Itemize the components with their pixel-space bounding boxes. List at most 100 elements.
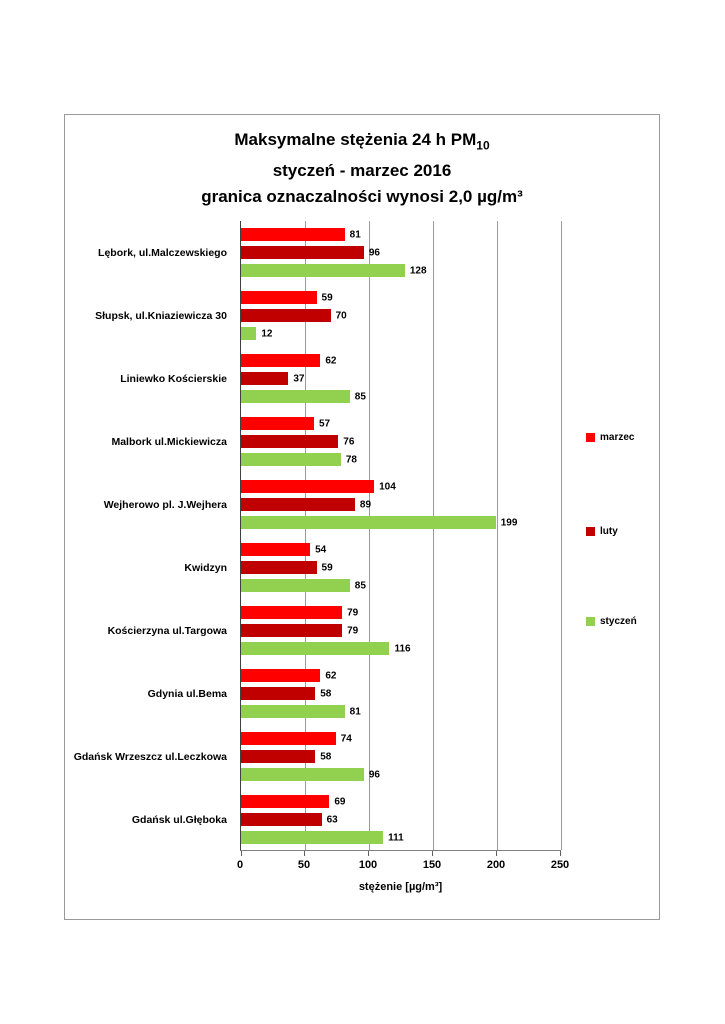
bar-value-label: 116 <box>394 643 411 654</box>
category-label: Gdynia ul.Bema <box>147 687 227 700</box>
bar-luty <box>241 750 316 763</box>
x-axis-ticks: 0 50 100 150 200 250 <box>236 859 569 873</box>
bar-value-label: 76 <box>343 436 355 447</box>
x-axis-tick-label: 50 <box>297 859 311 871</box>
x-axis-tick-mark <box>368 851 369 856</box>
bar-value-label: 96 <box>368 769 380 780</box>
bar-marzec <box>241 732 336 745</box>
legend-entry-luty: luty <box>586 526 618 537</box>
bar-marzec <box>241 543 311 556</box>
legend-entry-styczeń: styczeń <box>586 616 637 627</box>
bar-marzec <box>241 795 330 808</box>
bar-value-label: 81 <box>349 229 361 240</box>
bar-luty <box>241 372 289 385</box>
bar-value-label: 78 <box>345 454 357 465</box>
legend-entry-marzec: marzec <box>586 432 634 443</box>
category-label: Słupsk, ul.Kniaziewicza 30 <box>95 309 227 322</box>
gridline <box>433 221 434 850</box>
bar-value-label: 74 <box>340 733 352 744</box>
bar-value-label: 59 <box>321 562 333 573</box>
bar-luty <box>241 435 339 448</box>
bar-styczeń <box>241 516 496 529</box>
bar-value-label: 85 <box>354 580 366 591</box>
bar-luty <box>241 309 331 322</box>
category-label: Wejherowo pl. J.Wejhera <box>103 498 227 511</box>
bar-styczeń <box>241 768 364 781</box>
bar-luty <box>241 561 317 574</box>
x-axis-tick-mark <box>241 851 242 856</box>
x-axis-tick-mark <box>496 851 497 856</box>
bar-marzec <box>241 606 343 619</box>
x-axis-tick-mark <box>560 851 561 856</box>
bar-styczeń <box>241 705 345 718</box>
bar-luty <box>241 813 322 826</box>
bar-value-label: 63 <box>326 814 338 825</box>
gridline <box>305 221 306 850</box>
bar-value-label: 57 <box>318 418 331 429</box>
bar-value-label: 70 <box>335 310 347 321</box>
bar-value-label: 58 <box>320 751 332 762</box>
chart-frame: Maksymalne stężenia 24 h PM10 styczeń - … <box>64 114 660 920</box>
category-label: Lębork, ul.Malczewskiego <box>98 246 227 259</box>
legend-swatch-styczeń <box>586 617 595 626</box>
x-axis-tick-mark <box>304 851 305 856</box>
bar-value-label: 37 <box>293 373 305 384</box>
bar-value-label: 69 <box>334 796 346 807</box>
bar-value-label: 12 <box>261 328 273 339</box>
bar-value-label: 54 <box>315 544 327 555</box>
x-axis-title: stężenie [µg/m³] <box>358 881 443 893</box>
bar-styczeń <box>241 642 390 655</box>
plot-area: 81 96 128 59 70 12 62 37 85 57 76 78 104 89 199 54 59 85 7… <box>240 221 562 856</box>
category-label: Liniewko Kościerskie <box>120 372 227 385</box>
bar-luty <box>241 624 343 637</box>
bar-styczeń <box>241 390 350 403</box>
category-labels: Lębork, ul.Malczewskiego Słupsk, ul.Kniaz… <box>65 221 235 851</box>
bar-luty <box>241 246 364 259</box>
bar-value-label: 59 <box>321 292 333 303</box>
x-axis-tick-label: 250 <box>550 859 570 871</box>
bar-value-label: 89 <box>359 499 372 510</box>
chart-title-line1: Maksymalne stężenia 24 h PM10 <box>65 127 659 158</box>
bar-marzec <box>241 417 314 430</box>
bar-marzec <box>241 480 375 493</box>
bar-styczeń <box>241 831 384 844</box>
legend-swatch-luty <box>586 527 595 536</box>
bar-styczeń <box>241 264 405 277</box>
bar-marzec <box>241 669 321 682</box>
bar-luty <box>241 687 316 700</box>
bar-value-label: 128 <box>409 265 427 276</box>
bar-styczeń <box>241 453 341 466</box>
legend-label: marzec <box>600 432 635 443</box>
bar-styczeń <box>241 579 350 592</box>
bar-value-label: 62 <box>325 670 337 681</box>
bar-value-label: 96 <box>368 247 380 258</box>
category-label: Malbork ul.Mickiewicza <box>111 435 227 448</box>
legend-label: styczeń <box>600 616 637 627</box>
gridline <box>369 221 370 850</box>
x-axis-tick-mark <box>432 851 433 856</box>
gridline <box>561 221 562 850</box>
gridline <box>497 221 498 850</box>
bar-value-label: 62 <box>325 355 337 366</box>
legend-swatch-marzec <box>586 433 595 442</box>
chart-title: Maksymalne stężenia 24 h PM10 styczeń - … <box>65 127 659 210</box>
legend-label: luty <box>600 526 618 537</box>
bar-marzec <box>241 291 317 304</box>
category-label: Gdańsk ul.Głęboka <box>131 813 227 826</box>
chart-title-line1-subscript: 10 <box>476 138 490 153</box>
category-label: Kwidzyn <box>184 561 227 574</box>
bar-value-label: 104 <box>379 481 396 492</box>
bar-luty <box>241 498 355 511</box>
x-axis-tick-label: 0 <box>236 859 244 871</box>
category-label: Gdańsk Wrzeszcz ul.Leczkowa <box>73 750 227 763</box>
bar-styczeń <box>241 327 257 340</box>
bar-value-label: 58 <box>320 688 332 699</box>
bar-marzec <box>241 228 345 241</box>
bar-value-label: 81 <box>349 706 361 717</box>
chart-title-line1-text: Maksymalne stężenia 24 h PM <box>234 130 477 149</box>
bar-value-label: 85 <box>354 391 366 402</box>
x-axis-tick-label: 100 <box>358 859 378 871</box>
bar-value-label: 199 <box>500 517 518 528</box>
chart-title-line2: styczeń - marzec 2016 <box>272 161 452 181</box>
bar-marzec <box>241 354 321 367</box>
